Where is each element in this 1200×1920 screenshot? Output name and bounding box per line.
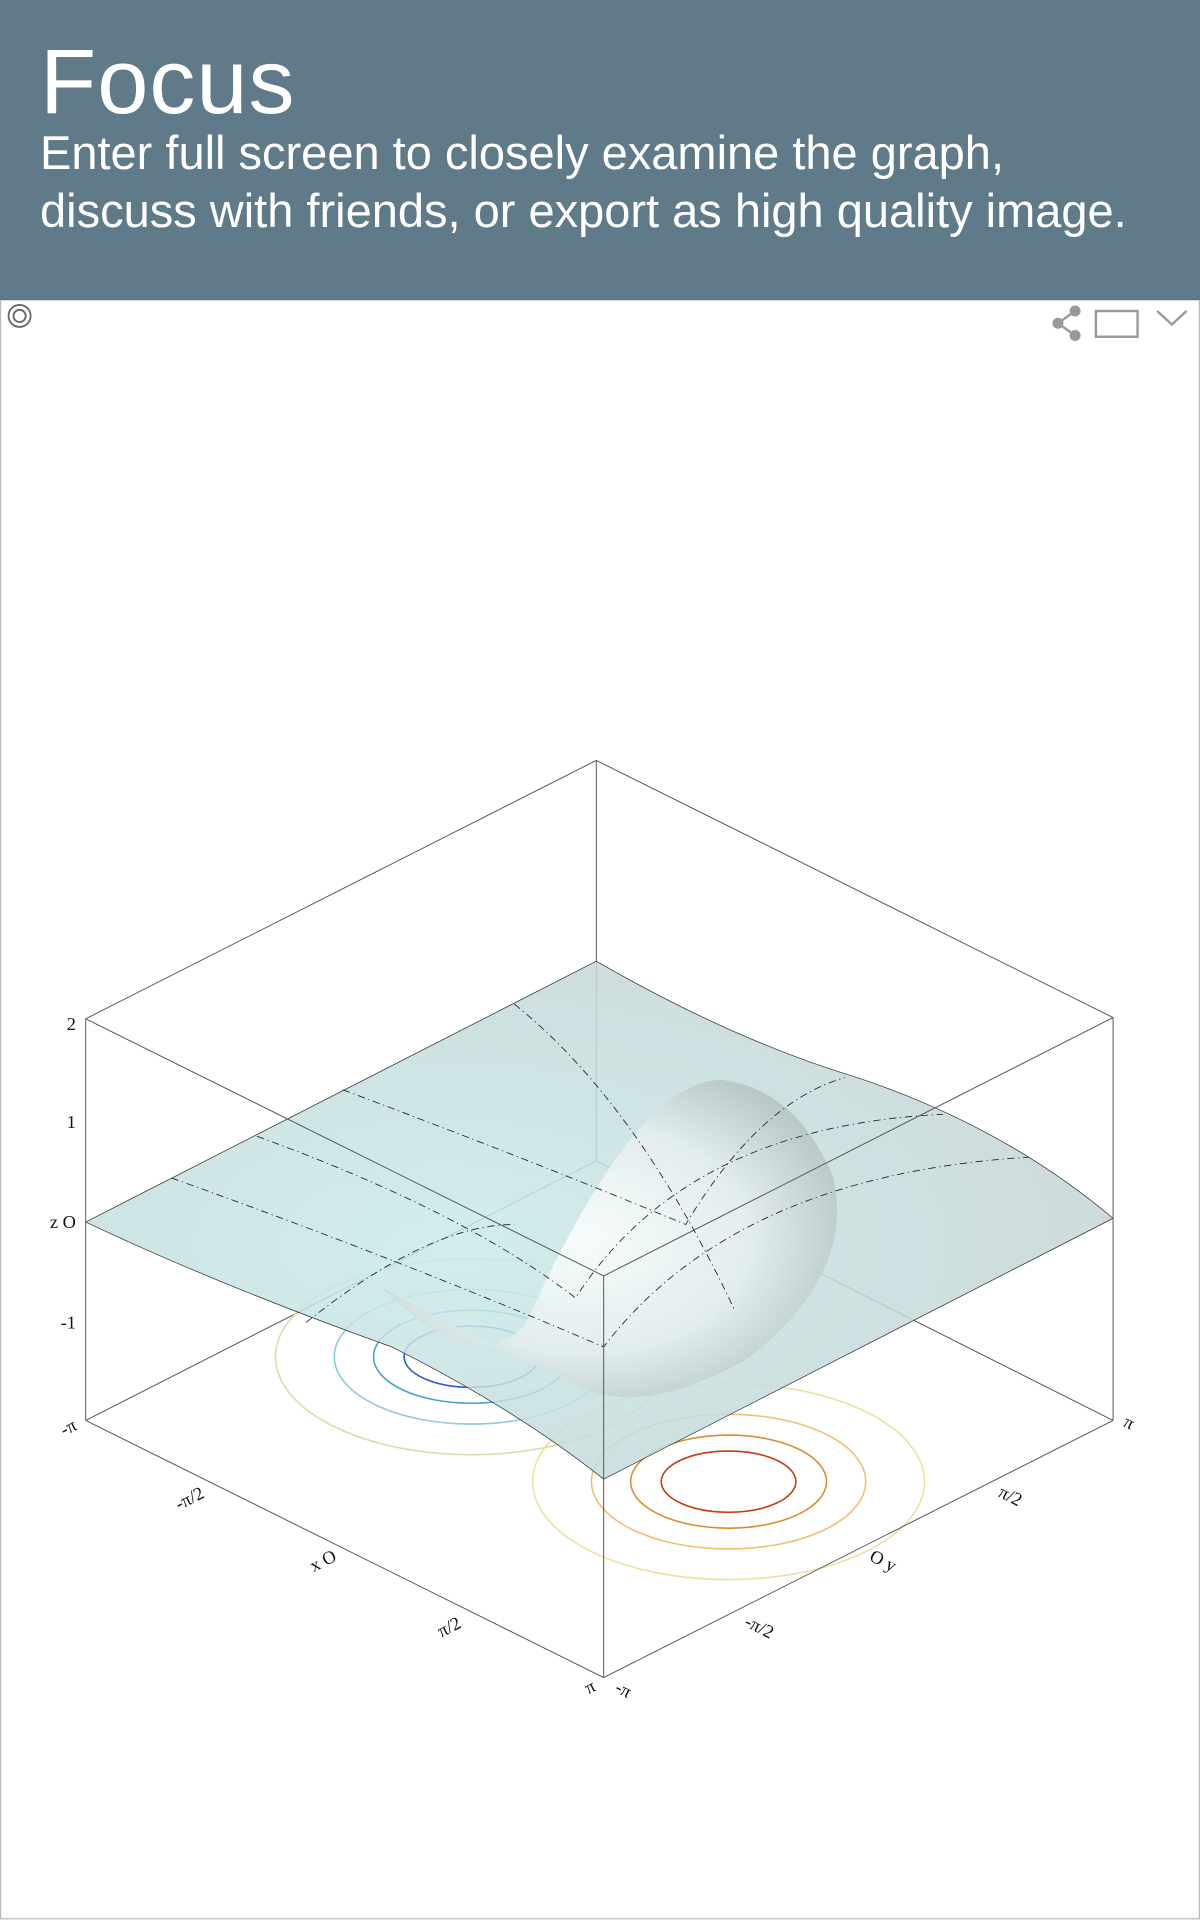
x-tick-label: π/2 xyxy=(434,1613,464,1642)
z-tick-label: -1 xyxy=(61,1313,76,1333)
z-tick-label: 2 xyxy=(67,1014,76,1034)
x-tick-label: π xyxy=(581,1676,598,1698)
header: Focus Enter full screen to closely exami… xyxy=(0,0,1200,300)
z-tick-label: z O xyxy=(50,1212,76,1232)
y-tick-label: π/2 xyxy=(995,1482,1025,1511)
y-tick-label: -π xyxy=(612,1677,635,1702)
mode-icon[interactable] xyxy=(7,303,32,328)
box-front xyxy=(85,1017,1114,1679)
subtitle-line: Enter full screen to closely examine the… xyxy=(40,126,1005,179)
toolbar xyxy=(7,303,1188,342)
share-icon[interactable] xyxy=(1052,305,1081,342)
x-tick-label: -π xyxy=(57,1415,80,1440)
y-tick-label: -π/2 xyxy=(742,1611,778,1642)
fullscreen-icon[interactable] xyxy=(1094,309,1139,338)
menu-icon[interactable] xyxy=(1156,310,1188,327)
surface-peak xyxy=(379,1079,838,1398)
plot-area: 2 1 z O -1 -π -π/2 x O π/2 π -π -π/2 O y… xyxy=(0,300,1200,1920)
subtitle-line: discuss with friends, or export as high … xyxy=(40,184,1127,237)
y-tick-label: O y xyxy=(867,1546,901,1576)
x-tick-label: -π/2 xyxy=(172,1483,208,1514)
title: Focus xyxy=(40,31,296,133)
mode-icon-inner xyxy=(12,308,27,323)
x-tick-label: x O xyxy=(306,1546,339,1576)
z-tick-label: 1 xyxy=(67,1112,76,1132)
y-tick-label: π xyxy=(1121,1411,1138,1433)
frame xyxy=(0,300,1200,1920)
